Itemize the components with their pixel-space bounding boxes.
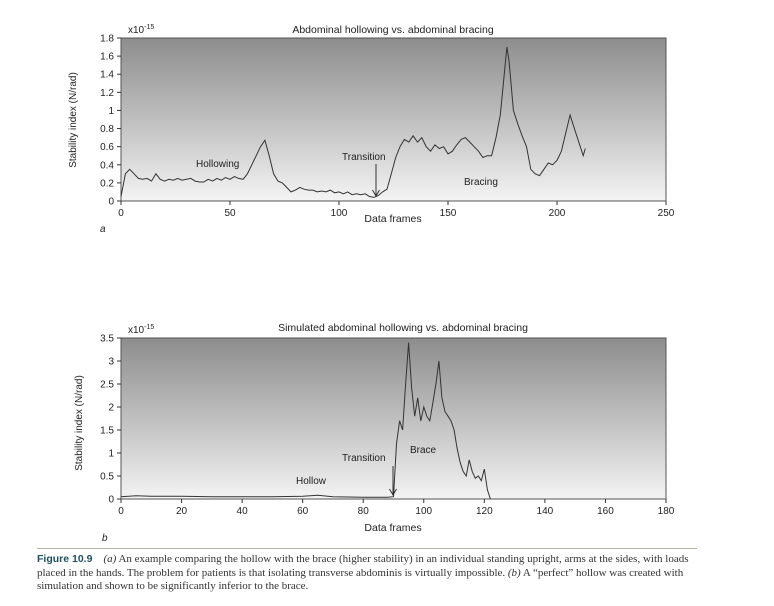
chart-b: Simulated abdominal hollowing vs. abdomi… (74, 322, 675, 544)
chart-b-y-tick-label: 1.5 (100, 426, 114, 437)
chart-b-y-tick-label: 0.5 (100, 472, 114, 483)
chart-a-y-axis-label: Stability index (N/rad) (68, 72, 79, 168)
chart-a-transition-arrow (372, 164, 380, 197)
caption-part-a-text: An example comparing the hollow with the… (37, 553, 689, 579)
chart-b-y-tick-label: 1 (108, 449, 114, 460)
chart-a-x-tick-label: 0 (118, 208, 124, 219)
chart-b-series-line (120, 342, 491, 500)
chart-a-annotation-hollowing: Hollowing (196, 159, 239, 170)
chart-b-x-ticks: 0 20 40 60 80 100 120 140 160 180 (118, 499, 675, 517)
chart-a-y-multiplier: x10-15 (128, 24, 154, 36)
chart-b-y-tick-label: 3 (108, 357, 114, 368)
chart-b-x-tick-label: 160 (597, 506, 614, 517)
chart-b-y-multiplier: x10-15 (128, 324, 154, 336)
chart-a-y-tick-label: 1.2 (100, 88, 114, 99)
chart-a-x-tick-label: 200 (549, 208, 566, 219)
plot-area-a (120, 37, 667, 202)
chart-a-x-axis-label: Data frames (364, 213, 421, 225)
figure-caption: Figure 10.9 (a) An example comparing the… (37, 553, 703, 594)
chart-b-x-tick-label: 180 (658, 506, 675, 517)
chart-a-y-tick-label: 0.6 (100, 142, 114, 153)
chart-b-annotation-hollow: Hollow (296, 476, 327, 487)
chart-a-y-tick-label: 1.6 (100, 52, 114, 63)
chart-a-y-tick-label: 1 (108, 106, 114, 117)
chart-b-x-axis-label: Data frames (364, 522, 421, 534)
caption-part-b-label: (b) (507, 566, 521, 579)
chart-b-x-tick-label: 80 (358, 506, 370, 517)
chart-a-y-tick-label: 1.4 (100, 70, 114, 81)
caption-part-b-text: A “perfect” hollow was created with simu… (37, 566, 684, 593)
chart-a-y-tick-label: 0.2 (100, 178, 114, 189)
chart-b-y-tick-label: 2 (108, 403, 114, 414)
chart-b-x-tick-label: 100 (415, 506, 432, 517)
caption-divider (37, 548, 697, 549)
chart-b-x-tick-label: 20 (176, 506, 188, 517)
chart-a-y-ticks: 0 0.2 0.4 0.6 0.8 1 1.2 1.4 1.6 1.8 (100, 34, 121, 208)
chart-b-y-ticks: 0 0.5 1 1.5 2 2.5 3 3.5 (100, 334, 121, 506)
chart-b-title: Simulated abdominal hollowing vs. abdomi… (278, 322, 528, 334)
figure-number: Figure 10.9 (37, 553, 93, 565)
chart-a-x-tick-label: 250 (658, 208, 675, 219)
chart-b-x-tick-label: 40 (237, 506, 249, 517)
plot-area-b (120, 337, 667, 500)
chart-b-x-tick-label: 0 (118, 506, 124, 517)
chart-a-series-line (120, 47, 586, 198)
chart-a-x-tick-label: 50 (224, 208, 236, 219)
chart-b-panel-label: b (102, 533, 108, 544)
chart-a-y-tick-label: 0.4 (100, 160, 114, 171)
caption-part-a-label: (a) (103, 553, 117, 565)
chart-b-annotation-brace: Brace (410, 445, 437, 456)
chart-b-x-tick-label: 60 (297, 506, 309, 517)
chart-a-x-ticks: 0 50 100 150 200 250 (118, 201, 675, 219)
chart-a-title: Abdominal hollowing vs. abdominal bracin… (292, 24, 494, 36)
chart-a-y-tick-label: 0 (108, 197, 114, 208)
chart-a-x-tick-label: 150 (440, 208, 457, 219)
chart-a-panel-label: a (100, 224, 106, 235)
chart-b-y-tick-label: 0 (108, 495, 114, 506)
chart-b-y-axis-label: Stability index (N/rad) (74, 375, 85, 471)
chart-a-annotation-bracing: Bracing (464, 177, 498, 188)
chart-a-y-tick-label: 0.8 (100, 124, 114, 135)
chart-b-annotation-transition: Transition (342, 453, 386, 464)
chart-b-y-tick-label: 2.5 (100, 380, 114, 391)
chart-b-x-tick-label: 140 (537, 506, 554, 517)
chart-b-y-tick-label: 3.5 (100, 334, 114, 345)
chart-a-y-tick-label: 1.8 (100, 34, 114, 45)
chart-b-x-tick-label: 120 (476, 506, 493, 517)
chart-b-transition-arrow (389, 466, 397, 496)
chart-a-x-tick-label: 100 (331, 208, 348, 219)
chart-a: Abdominal hollowing vs. abdominal bracin… (68, 24, 675, 235)
chart-a-annotation-transition: Transition (342, 152, 386, 163)
